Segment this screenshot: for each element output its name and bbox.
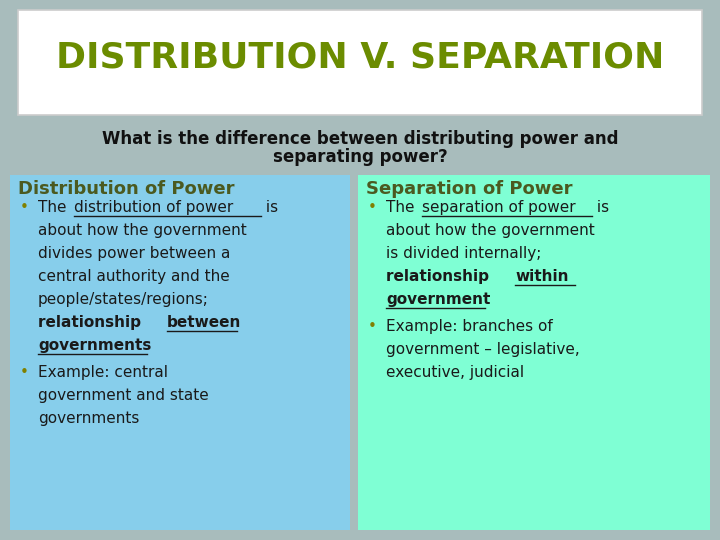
Text: The: The bbox=[386, 200, 419, 215]
Text: government and state: government and state bbox=[38, 388, 209, 403]
Bar bbox=[10, 175, 350, 530]
Text: relationship: relationship bbox=[38, 315, 146, 329]
Text: •: • bbox=[20, 200, 29, 215]
Bar bbox=[358, 175, 710, 530]
Text: is divided internally;: is divided internally; bbox=[386, 246, 541, 261]
Text: separating power?: separating power? bbox=[273, 148, 447, 166]
Text: executive, judicial: executive, judicial bbox=[386, 365, 524, 380]
Text: What is the difference between distributing power and: What is the difference between distribut… bbox=[102, 130, 618, 148]
Text: divides power between a: divides power between a bbox=[38, 246, 230, 261]
Text: DISTRIBUTION V. SEPARATION: DISTRIBUTION V. SEPARATION bbox=[56, 41, 664, 75]
Text: relationship: relationship bbox=[386, 269, 494, 284]
Text: about how the government: about how the government bbox=[386, 223, 595, 238]
Text: governments: governments bbox=[38, 411, 140, 426]
Text: Distribution of Power: Distribution of Power bbox=[18, 180, 235, 198]
Text: •: • bbox=[368, 200, 377, 215]
Text: •: • bbox=[368, 319, 377, 334]
Text: Separation of Power: Separation of Power bbox=[366, 180, 572, 198]
Text: people/states/regions;: people/states/regions; bbox=[38, 292, 209, 307]
Text: within: within bbox=[515, 269, 569, 284]
Text: is: is bbox=[261, 200, 279, 215]
Text: central authority and the: central authority and the bbox=[38, 269, 230, 284]
Text: about how the government: about how the government bbox=[38, 223, 247, 238]
Text: separation of power: separation of power bbox=[422, 200, 575, 215]
Text: government: government bbox=[386, 292, 490, 307]
Text: is: is bbox=[592, 200, 608, 215]
Text: •: • bbox=[20, 365, 29, 380]
Text: between: between bbox=[167, 315, 241, 329]
Text: distribution of power: distribution of power bbox=[73, 200, 233, 215]
Text: Example: central: Example: central bbox=[38, 365, 168, 380]
Text: governments: governments bbox=[38, 338, 151, 353]
Bar bbox=[18, 10, 702, 115]
Text: Example: branches of: Example: branches of bbox=[386, 319, 553, 334]
Text: The: The bbox=[38, 200, 71, 215]
Text: government – legislative,: government – legislative, bbox=[386, 342, 580, 357]
